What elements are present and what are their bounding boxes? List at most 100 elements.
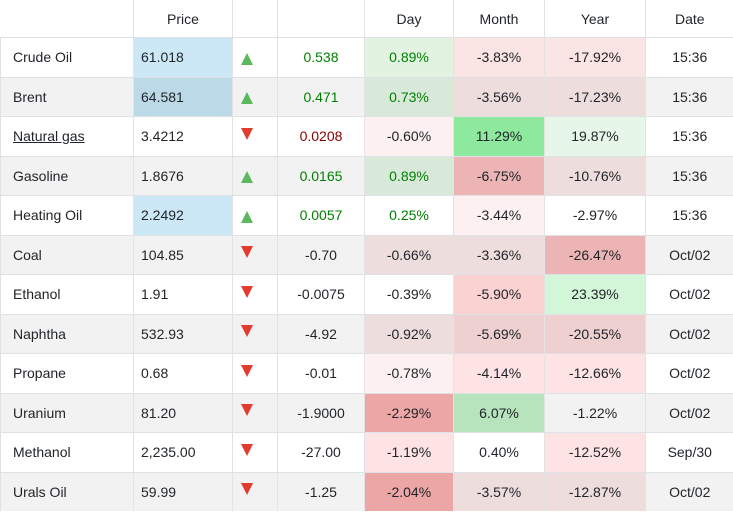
commodity-name-cell: Coal	[0, 234, 134, 275]
date-cell: 15:36	[645, 37, 733, 77]
commodity-name-cell: Crude Oil	[0, 37, 134, 77]
year-percent-cell: -20.55%	[544, 313, 646, 354]
commodity-name-cell: Ethanol	[0, 274, 134, 314]
commodity-name[interactable]: Crude Oil	[13, 49, 73, 66]
direction-cell	[232, 274, 278, 314]
month-percent-cell: -3.56%	[453, 76, 545, 117]
price-cell: 0.68	[133, 353, 233, 393]
month-percent-cell: -3.83%	[453, 37, 545, 77]
year-percent-cell: -2.97%	[544, 195, 646, 235]
day-percent-cell: -2.04%	[364, 471, 454, 511]
table-row[interactable]: Coal 104.85 -0.70 -0.66% -3.36% -26.47% Oct/02	[0, 234, 733, 275]
month-percent-cell: 6.07%	[453, 392, 545, 433]
direction-cell	[232, 234, 278, 275]
month-percent-cell: -3.36%	[453, 234, 545, 275]
month-percent-cell: -5.90%	[453, 274, 545, 314]
month-percent-cell: -6.75%	[453, 155, 545, 196]
day-percent-cell: 0.25%	[364, 195, 454, 235]
down-triangle-icon	[241, 127, 253, 140]
header-date[interactable]: Date	[645, 0, 733, 38]
year-percent-cell: -26.47%	[544, 234, 646, 275]
header-year[interactable]: Year	[544, 0, 646, 38]
down-triangle-icon	[241, 364, 253, 377]
change-cell: 0.0208	[277, 116, 365, 156]
table-row[interactable]: Natural gas 3.4212 0.0208 -0.60% 11.29% 19.87…	[0, 116, 733, 156]
change-cell: -0.0075	[277, 274, 365, 314]
day-percent-cell: 0.89%	[364, 155, 454, 196]
year-percent-cell: -10.76%	[544, 155, 646, 196]
direction-cell	[232, 432, 278, 472]
table-row[interactable]: Urals Oil 59.99 -1.25 -2.04% -3.57% -12.87% Oc…	[0, 471, 733, 511]
down-triangle-icon	[241, 285, 253, 298]
date-cell: 15:36	[645, 76, 733, 117]
direction-cell	[232, 195, 278, 235]
direction-cell	[232, 116, 278, 156]
price-cell: 2,235.00	[133, 432, 233, 472]
day-percent-cell: -0.78%	[364, 353, 454, 393]
change-cell: 0.538	[277, 37, 365, 77]
date-cell: Oct/02	[645, 392, 733, 433]
day-percent-cell: -0.60%	[364, 116, 454, 156]
day-percent-cell: -0.66%	[364, 234, 454, 275]
table-row[interactable]: Ethanol 1.91 -0.0075 -0.39% -5.90% 23.39% Oct/…	[0, 274, 733, 314]
commodity-name[interactable]: Heating Oil	[13, 207, 83, 224]
commodity-name[interactable]: Uranium	[13, 404, 66, 421]
change-cell: -1.25	[277, 471, 365, 511]
table-row[interactable]: Heating Oil 2.2492 0.0057 0.25% -3.44% -2.97%…	[0, 195, 733, 235]
up-triangle-icon	[241, 52, 253, 65]
commodity-name[interactable]: Methanol	[13, 444, 71, 461]
price-cell: 59.99	[133, 471, 233, 511]
header-month[interactable]: Month	[453, 0, 545, 38]
header-arrow	[232, 0, 278, 38]
commodity-name[interactable]: Naphtha	[13, 325, 66, 342]
price-cell: 81.20	[133, 392, 233, 433]
table-row[interactable]: Uranium 81.20 -1.9000 -2.29% 6.07% -1.22% Oct/…	[0, 392, 733, 433]
month-percent-cell: -3.57%	[453, 471, 545, 511]
change-cell: 0.0165	[277, 155, 365, 196]
header-price[interactable]: Price	[133, 0, 233, 38]
down-triangle-icon	[241, 246, 253, 259]
commodity-name[interactable]: Gasoline	[13, 167, 69, 184]
year-percent-cell: -17.92%	[544, 37, 646, 77]
direction-cell	[232, 392, 278, 433]
commodity-name-cell: Heating Oil	[0, 195, 134, 235]
price-cell: 532.93	[133, 313, 233, 354]
table-row[interactable]: Propane 0.68 -0.01 -0.78% -4.14% -12.66% Oct/0…	[0, 353, 733, 393]
up-triangle-icon	[241, 210, 253, 223]
date-cell: Oct/02	[645, 274, 733, 314]
month-percent-cell: 11.29%	[453, 116, 545, 156]
table-row[interactable]: Methanol 2,235.00 -27.00 -1.19% 0.40% -12.52%…	[0, 432, 733, 472]
direction-cell	[232, 76, 278, 117]
commodity-name[interactable]: Brent	[13, 88, 47, 105]
direction-cell	[232, 313, 278, 354]
header-row: Price Day Month Year Date	[0, 0, 733, 38]
down-triangle-icon	[241, 443, 253, 456]
direction-cell	[232, 37, 278, 77]
table-row[interactable]: Naphtha 532.93 -4.92 -0.92% -5.69% -20.55% Oct…	[0, 313, 733, 354]
price-cell: 1.91	[133, 274, 233, 314]
commodity-name[interactable]: Coal	[13, 246, 42, 263]
down-triangle-icon	[241, 483, 253, 496]
year-percent-cell: -12.52%	[544, 432, 646, 472]
up-triangle-icon	[241, 92, 253, 105]
up-triangle-icon	[241, 171, 253, 184]
commodity-name[interactable]: Ethanol	[13, 286, 61, 303]
table-row[interactable]: Gasoline 1.8676 0.0165 0.89% -6.75% -10.76% 15…	[0, 155, 733, 196]
year-percent-cell: 19.87%	[544, 116, 646, 156]
commodity-name-cell: Urals Oil	[0, 471, 134, 511]
date-cell: Oct/02	[645, 234, 733, 275]
commodity-name[interactable]: Urals Oil	[13, 483, 67, 500]
change-cell: -1.9000	[277, 392, 365, 433]
header-change	[277, 0, 365, 38]
direction-cell	[232, 353, 278, 393]
table-row[interactable]: Brent 64.581 0.471 0.73% -3.56% -17.23% 15:36	[0, 76, 733, 117]
price-cell: 64.581	[133, 76, 233, 117]
commodity-name-link[interactable]: Natural gas	[13, 128, 85, 145]
date-cell: Sep/30	[645, 432, 733, 472]
table-row[interactable]: Crude Oil 61.018 0.538 0.89% -3.83% -17.92% 15…	[0, 37, 733, 77]
commodity-name-cell: Gasoline	[0, 155, 134, 196]
header-day[interactable]: Day	[364, 0, 454, 38]
commodity-name[interactable]: Propane	[13, 365, 66, 382]
day-percent-cell: 0.89%	[364, 37, 454, 77]
